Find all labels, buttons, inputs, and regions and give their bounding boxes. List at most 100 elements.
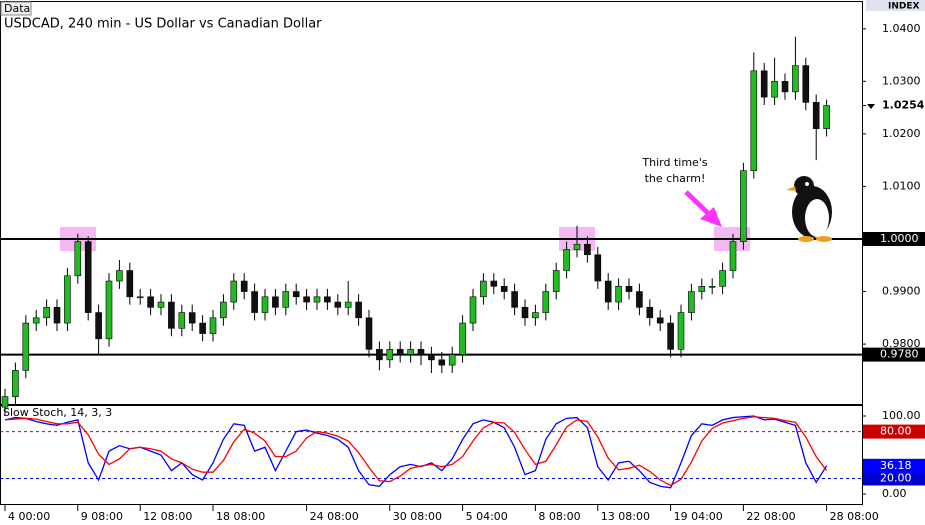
x-tick-label: 4 00:00 — [8, 510, 50, 523]
candle-body — [532, 312, 539, 319]
candle-body — [178, 312, 186, 329]
index-tab — [866, 0, 925, 11]
candle-body — [708, 285, 716, 288]
x-tick-label: 12 08:00 — [143, 510, 192, 523]
candle-body — [792, 65, 799, 93]
candle-body — [136, 296, 144, 299]
data-tab — [0, 1, 32, 16]
stoch-pane — [0, 405, 863, 505]
candle-body — [355, 301, 362, 319]
candle-body — [542, 291, 550, 313]
candle-body — [157, 301, 165, 308]
level-label: 36.18 — [880, 459, 912, 472]
candle-body — [168, 301, 175, 329]
y-tick-label: 1.0200 — [882, 127, 921, 140]
y-tick-label: 100.00 — [882, 409, 921, 422]
candle-body — [417, 349, 425, 355]
candle-body — [53, 307, 61, 324]
stoch-title: Slow Stoch, 14, 3, 3 — [3, 406, 112, 419]
candle-body — [95, 312, 102, 340]
candle-body — [188, 312, 196, 324]
stoch-line — [4, 416, 828, 487]
candle-body — [781, 81, 789, 93]
candle-body — [677, 312, 685, 350]
candle-body — [105, 280, 113, 340]
candle-body — [604, 280, 612, 303]
candle-body — [698, 285, 706, 292]
candle-body — [147, 296, 154, 308]
candle-body — [199, 322, 206, 334]
candle-body — [771, 81, 778, 98]
main-pane — [0, 1, 863, 405]
window-label: Data — [4, 2, 30, 15]
label-box — [863, 471, 925, 486]
candle-body — [396, 349, 404, 355]
candle-body — [428, 354, 435, 361]
x-tick-label: 5 04:00 — [466, 510, 508, 523]
annotation: Third time's — [641, 156, 707, 169]
candle-body — [1, 396, 9, 408]
candle-body — [313, 296, 321, 303]
x-tick-label: 8 08:00 — [538, 510, 580, 523]
candle-body — [334, 301, 342, 308]
candle-body — [64, 275, 71, 324]
candle-body — [750, 70, 758, 171]
candle-body — [74, 241, 82, 277]
x-tick-label: 24 08:00 — [310, 510, 359, 523]
annotation: the charm! — [645, 172, 706, 185]
candle-body — [584, 243, 591, 256]
candle-body — [230, 280, 238, 303]
candle-body — [116, 270, 123, 282]
last-price-label: 1.0254 — [882, 99, 925, 112]
candle-body — [272, 296, 279, 308]
candle-body — [43, 307, 50, 319]
y-tick-label: 1.0400 — [882, 22, 921, 35]
y-tick-label: 0.00 — [882, 487, 907, 500]
candle-body — [480, 280, 487, 298]
x-tick-label: 22 08:00 — [746, 510, 795, 523]
candle-body — [344, 301, 352, 308]
y-tick-label: 0.9900 — [882, 285, 921, 298]
label-box — [863, 458, 925, 473]
candle-body — [22, 322, 30, 371]
candle-body — [324, 296, 331, 303]
level-label: 80.00 — [880, 425, 912, 438]
candle-body — [625, 285, 633, 292]
x-tick-label: 19 04:00 — [674, 510, 723, 523]
x-tick-label: 30 08:00 — [393, 510, 442, 523]
candle-body — [760, 70, 768, 98]
y-tick-label: 0.9800 — [882, 337, 921, 350]
candle-body — [32, 317, 40, 324]
candle-body — [12, 370, 19, 397]
arrow-head — [700, 207, 722, 227]
candle-body — [84, 241, 92, 313]
candle-body — [469, 296, 477, 324]
candle-body — [386, 349, 394, 361]
candle-body — [740, 170, 747, 242]
candle-body — [490, 280, 498, 287]
penguin — [786, 176, 832, 242]
candle-body — [407, 349, 414, 355]
chart-title: USDCAD, 240 min - US Dollar vs Canadian … — [4, 17, 322, 32]
candle-body — [521, 307, 529, 319]
candle-body — [292, 291, 300, 298]
candle-body — [573, 243, 581, 250]
candle-body — [448, 354, 456, 366]
candle-body — [220, 301, 227, 319]
candle-body — [688, 291, 695, 313]
candle-body — [240, 280, 248, 292]
candle-body — [552, 270, 560, 292]
candle-body — [511, 291, 518, 308]
panel-label: INDEX — [888, 2, 919, 12]
x-tick-label: 9 08:00 — [81, 510, 123, 523]
label-box — [863, 347, 925, 362]
label-box — [863, 424, 925, 439]
candle-body — [459, 322, 466, 355]
candle-body — [261, 296, 269, 313]
candle-body — [719, 270, 726, 287]
candle-body — [365, 317, 373, 350]
candle-body — [615, 285, 622, 303]
